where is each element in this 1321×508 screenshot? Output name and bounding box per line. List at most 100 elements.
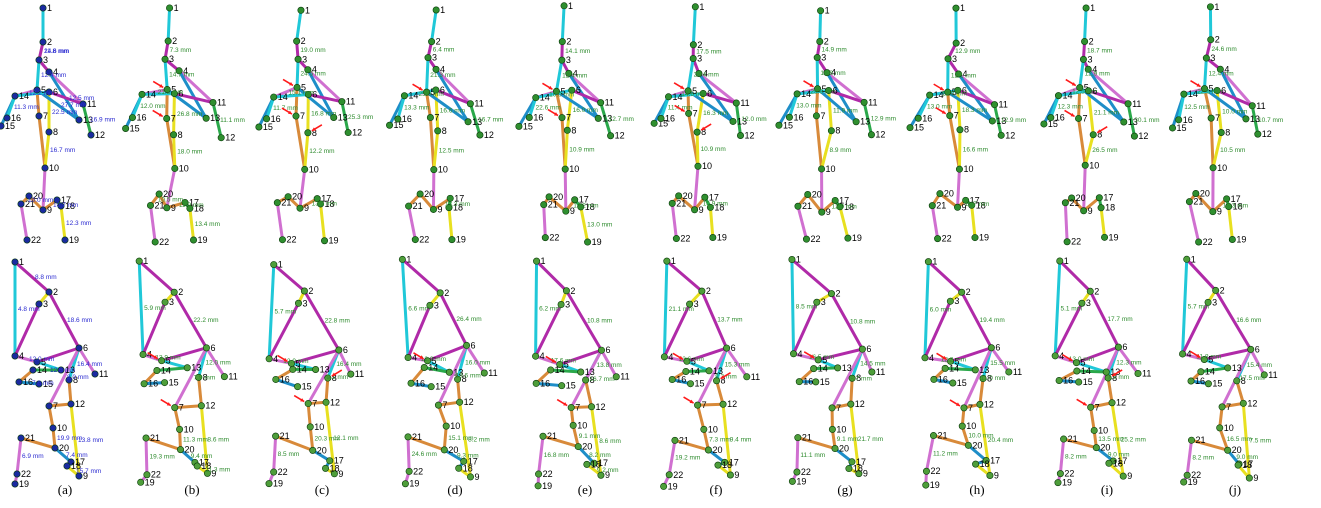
- joint-marker: [1183, 471, 1191, 479]
- joint-label: 22: [810, 234, 820, 244]
- bone-length-label: 8.0 mm: [67, 374, 89, 381]
- joint-label: 19: [456, 235, 466, 245]
- joint-label: 1: [19, 257, 24, 267]
- bone-line: [1063, 201, 1069, 244]
- joint-marker: [556, 360, 564, 368]
- joint-marker: [284, 193, 292, 201]
- joint-marker: [1080, 207, 1088, 215]
- joint-marker: [701, 193, 709, 201]
- joint-marker: [790, 350, 798, 358]
- joint-label: 9: [1217, 207, 1222, 217]
- joint-label: 5: [1080, 358, 1085, 368]
- joint-marker: [812, 112, 820, 120]
- bone-line: [1185, 257, 1218, 292]
- joint-marker: [955, 165, 963, 173]
- joint-label: 7: [312, 399, 317, 409]
- joint-marker: [322, 464, 330, 472]
- joint-marker: [525, 113, 533, 121]
- joint-label: 17: [468, 456, 478, 466]
- joint-label: 5: [1209, 84, 1214, 94]
- bone-line: [1235, 379, 1245, 405]
- joint-marker: [1084, 87, 1092, 95]
- joint-marker: [1081, 161, 1089, 169]
- bone-length-label: 10.7 mm: [1258, 117, 1283, 124]
- bone-length-label: 8.2 mm: [468, 437, 490, 444]
- joint-label: 7: [1083, 113, 1088, 123]
- joint-marker: [928, 202, 936, 210]
- joint-marker: [577, 203, 585, 211]
- bone-length-label: 13.8 mm: [78, 437, 103, 444]
- joint-label: 1: [1191, 254, 1196, 264]
- bone-length-label: 12.9 mm: [1085, 71, 1110, 78]
- joint-label: 15: [169, 378, 179, 388]
- joint-marker: [1095, 194, 1103, 202]
- joint-label: 6: [1255, 344, 1260, 354]
- joint-label: 19: [329, 236, 339, 246]
- joint-label: 7: [1215, 113, 1220, 123]
- joint-label: 10: [1098, 425, 1108, 435]
- bone-length-label: 12.0 mm: [140, 103, 165, 110]
- bone-length-label: 22.6 mm: [536, 105, 561, 112]
- joint-marker: [1086, 287, 1094, 295]
- joint-marker: [597, 471, 605, 479]
- bone-line: [306, 402, 312, 429]
- bone-line: [949, 346, 993, 363]
- bone-length-label: 11.3 mm: [14, 104, 39, 111]
- bone-length-label: 12.1 mm: [333, 435, 358, 442]
- joint-label: 12: [744, 130, 754, 140]
- joint-marker: [1247, 345, 1255, 353]
- bone-length-label: 14.9 mm: [821, 47, 846, 54]
- joint-marker: [35, 380, 43, 388]
- joint-marker: [795, 378, 803, 386]
- bone-line: [160, 359, 189, 370]
- bone-line: [715, 379, 725, 406]
- joint-marker: [161, 379, 169, 387]
- joint-label: 15: [263, 122, 273, 132]
- joint-marker: [427, 383, 435, 391]
- bone-length-label: 12.9 mm: [421, 356, 446, 363]
- error-arrow-head: [1196, 83, 1201, 87]
- joint-label: 13: [602, 113, 612, 123]
- bone-length-label: 4.8 mm: [18, 306, 40, 313]
- joint-label: 16: [11, 113, 21, 123]
- joint-marker: [423, 88, 431, 96]
- joint-marker: [743, 373, 751, 381]
- bone-length-label: 9.0 mm: [1236, 454, 1258, 461]
- joint-marker: [1216, 65, 1224, 73]
- joint-label: 15: [566, 381, 576, 391]
- joint-marker: [411, 236, 419, 244]
- joint-marker: [1202, 54, 1210, 62]
- bone-length-label: 13.0 mm: [927, 104, 952, 111]
- joint-label: 11: [751, 372, 760, 382]
- joint-marker: [794, 202, 802, 210]
- bone-length-label: 11.8 mm: [44, 48, 69, 55]
- bone-line: [1211, 130, 1223, 170]
- bone-length-label: 21.7 mm: [858, 436, 883, 443]
- bone-length-label: 7.3 mm: [170, 47, 192, 54]
- bone-line: [662, 302, 692, 359]
- joint-marker: [583, 460, 591, 468]
- bone-length-label: 16.5 mm: [809, 354, 834, 361]
- joint-marker: [816, 38, 824, 46]
- bone-length-label: 25.0 mm: [418, 91, 443, 98]
- joint-marker: [220, 373, 228, 381]
- joint-label: 21: [679, 435, 689, 445]
- joint-marker: [57, 202, 65, 210]
- bone-length-label: 17.7 mm: [1107, 316, 1132, 323]
- joint-label: 12: [464, 397, 474, 407]
- joint-marker: [304, 66, 312, 74]
- joint-label: 13: [191, 363, 201, 373]
- joint-label: 1: [932, 257, 937, 267]
- joint-marker: [1005, 368, 1013, 376]
- joint-marker: [986, 471, 994, 479]
- joint-marker: [335, 346, 343, 354]
- bone-line: [558, 348, 603, 366]
- joint-marker: [209, 99, 217, 107]
- joint-label: 10: [963, 164, 973, 174]
- bone-line: [425, 56, 430, 94]
- bone-line: [324, 376, 330, 404]
- joint-label: 2: [706, 286, 711, 296]
- bone-line: [956, 88, 962, 132]
